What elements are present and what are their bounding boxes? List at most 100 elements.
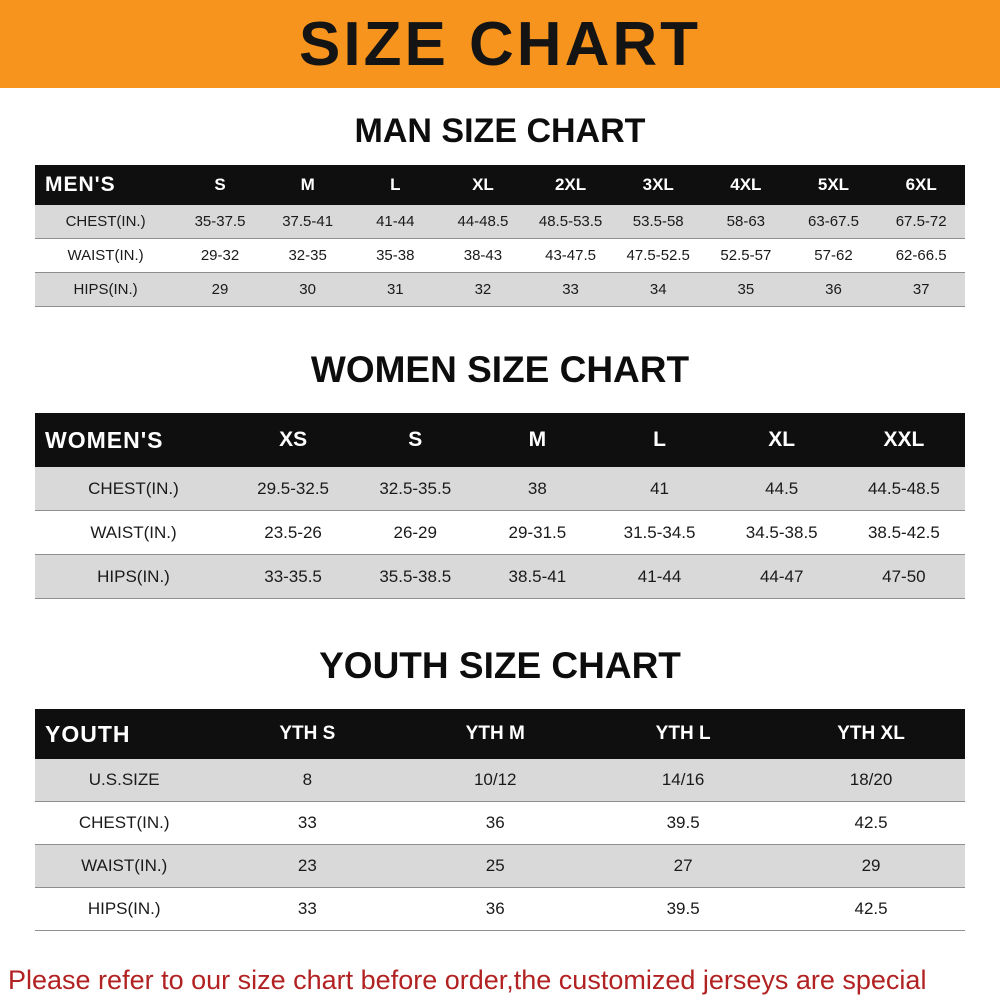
table-header-row: MEN'S S M L XL 2XL 3XL 4XL 5XL 6XL	[35, 165, 965, 205]
table-title: MEN'S	[35, 165, 177, 205]
table-cell: 52.5-57	[702, 238, 790, 273]
men-size-table: MEN'S S M L XL 2XL 3XL 4XL 5XL 6XL CHEST(IN.) 35-37…	[35, 165, 965, 307]
banner: SIZE CHART	[0, 0, 1000, 88]
women-section-heading: WOMEN SIZE CHART	[310, 349, 690, 390]
column-header: L	[351, 165, 440, 205]
table-row: CHEST(IN.) 29.5-32.5 32.5-35.5 38 41 44.5 44.5…	[35, 467, 965, 511]
column-header: 2XL	[526, 165, 615, 205]
youth-section-heading: YOUTH SIZE CHART	[319, 645, 681, 686]
table-cell: 34	[614, 272, 703, 307]
column-header: XL	[439, 165, 527, 205]
row-label: CHEST(IN.)	[35, 205, 177, 239]
column-header: 5XL	[789, 165, 878, 205]
table-cell: 32.5-35.5	[354, 467, 477, 511]
column-header: S	[176, 165, 264, 205]
column-header: S	[354, 413, 477, 467]
table-cell: 25	[401, 844, 590, 888]
table-cell: 27	[589, 844, 778, 888]
table-cell: 43-47.5	[526, 238, 615, 273]
column-header: XS	[232, 413, 355, 467]
women-size-table: WOMEN'S XS S M L XL XXL CHEST(IN.) 29.5-32.5 32.5…	[35, 413, 965, 599]
table-row: WAIST(IN.) 23 25 27 29	[35, 844, 965, 888]
row-label: WAIST(IN.)	[35, 238, 177, 273]
table-header-row: YOUTH YTH S YTH M YTH L YTH XL	[35, 709, 965, 759]
table-cell: 29	[176, 272, 264, 307]
table-cell: 48.5-53.5	[526, 205, 615, 239]
banner-title: SIZE CHART	[299, 9, 701, 79]
table-cell: 35-38	[351, 238, 440, 273]
table-cell: 47-50	[842, 554, 965, 599]
men-section: MAN SIZE CHART MEN'S S M L XL 2XL 3XL 4XL 5XL 6XL…	[0, 112, 1000, 307]
table-title: YOUTH	[35, 709, 214, 759]
table-cell: 67.5-72	[877, 205, 965, 239]
table-cell: 10/12	[401, 759, 590, 802]
table-cell: 41	[598, 467, 721, 511]
column-header: M	[263, 165, 352, 205]
table-row: CHEST(IN.) 33 36 39.5 42.5	[35, 801, 965, 845]
table-cell: 37	[877, 272, 965, 307]
table-cell: 23.5-26	[232, 510, 355, 555]
row-label: WAIST(IN.)	[35, 844, 214, 888]
table-cell: 29.5-32.5	[232, 467, 355, 511]
footer-notice: Please refer to our size chart before or…	[0, 965, 1000, 1000]
column-header: 3XL	[614, 165, 703, 205]
row-label: WAIST(IN.)	[35, 510, 232, 555]
column-header: YTH S	[213, 709, 402, 759]
table-cell: 30	[263, 272, 352, 307]
table-cell: 38-43	[439, 238, 527, 273]
table-cell: 41-44	[351, 205, 440, 239]
table-row: WAIST(IN.) 29-32 32-35 35-38 38-43 43-47.5 47.…	[35, 238, 965, 273]
table-cell: 33	[526, 272, 615, 307]
table-cell: 62-66.5	[877, 238, 965, 273]
table-cell: 32-35	[263, 238, 352, 273]
table-cell: 36	[401, 801, 590, 845]
table-header-row: WOMEN'S XS S M L XL XXL	[35, 413, 965, 467]
table-cell: 33-35.5	[232, 554, 355, 599]
notice-line-1: Please refer to our size chart before or…	[8, 965, 927, 1000]
women-section: WOMEN SIZE CHART WOMEN'S XS S M L XL XXL CHEST(…	[0, 349, 1000, 599]
table-row: HIPS(IN.) 29 30 31 32 33 34 35 36 37	[35, 272, 965, 307]
table-cell: 35	[702, 272, 790, 307]
table-cell: 33	[213, 801, 402, 845]
table-cell: 8	[213, 759, 402, 802]
row-label: CHEST(IN.)	[35, 801, 214, 845]
table-cell: 33	[213, 887, 402, 931]
table-cell: 29-32	[176, 238, 264, 273]
table-row: HIPS(IN.) 33-35.5 35.5-38.5 38.5-41 41-44 44-…	[35, 554, 965, 599]
table-cell: 34.5-38.5	[720, 510, 843, 555]
table-cell: 47.5-52.5	[614, 238, 703, 273]
table-cell: 58-63	[702, 205, 790, 239]
youth-section: YOUTH SIZE CHART YOUTH YTH S YTH M YTH L YTH…	[0, 645, 1000, 931]
table-cell: 44.5	[720, 467, 843, 511]
table-cell: 41-44	[598, 554, 721, 599]
column-header: XXL	[842, 413, 965, 467]
table-cell: 31.5-34.5	[598, 510, 721, 555]
table-row: U.S.SIZE 8 10/12 14/16 18/20	[35, 759, 965, 802]
table-cell: 44-48.5	[439, 205, 527, 239]
table-cell: 57-62	[789, 238, 878, 273]
row-label: HIPS(IN.)	[35, 272, 177, 307]
column-header: 4XL	[702, 165, 790, 205]
column-header: YTH M	[401, 709, 590, 759]
table-cell: 53.5-58	[614, 205, 703, 239]
table-cell: 39.5	[589, 801, 778, 845]
table-cell: 23	[213, 844, 402, 888]
table-cell: 38	[476, 467, 599, 511]
table-row: CHEST(IN.) 35-37.5 37.5-41 41-44 44-48.5 48.5…	[35, 205, 965, 239]
youth-size-table: YOUTH YTH S YTH M YTH L YTH XL U.S.SIZE 8 10/12…	[35, 709, 965, 931]
column-header: M	[476, 413, 599, 467]
table-cell: 44.5-48.5	[842, 467, 965, 511]
table-cell: 44-47	[720, 554, 843, 599]
table-cell: 29	[777, 844, 965, 888]
table-cell: 35-37.5	[176, 205, 264, 239]
column-header: YTH L	[589, 709, 778, 759]
column-header: XL	[720, 413, 843, 467]
table-cell: 36	[401, 887, 590, 931]
table-cell: 36	[789, 272, 878, 307]
table-cell: 37.5-41	[263, 205, 352, 239]
table-cell: 38.5-42.5	[842, 510, 965, 555]
table-cell: 32	[439, 272, 527, 307]
table-cell: 18/20	[777, 759, 965, 802]
table-row: WAIST(IN.) 23.5-26 26-29 29-31.5 31.5-34.5 34…	[35, 510, 965, 555]
